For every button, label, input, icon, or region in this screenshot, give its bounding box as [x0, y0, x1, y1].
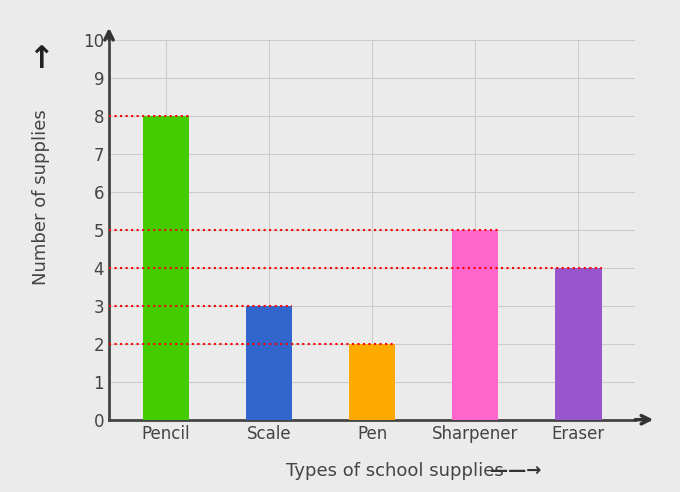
Bar — [349, 344, 395, 420]
Text: ↑: ↑ — [28, 45, 54, 73]
Text: Types of school supplies: Types of school supplies — [286, 461, 515, 480]
Bar — [555, 268, 602, 420]
Bar — [143, 116, 189, 420]
Bar — [452, 230, 498, 420]
Text: Number of supplies: Number of supplies — [32, 109, 50, 285]
Bar — [245, 306, 292, 420]
Text: ——→: ——→ — [490, 461, 541, 480]
